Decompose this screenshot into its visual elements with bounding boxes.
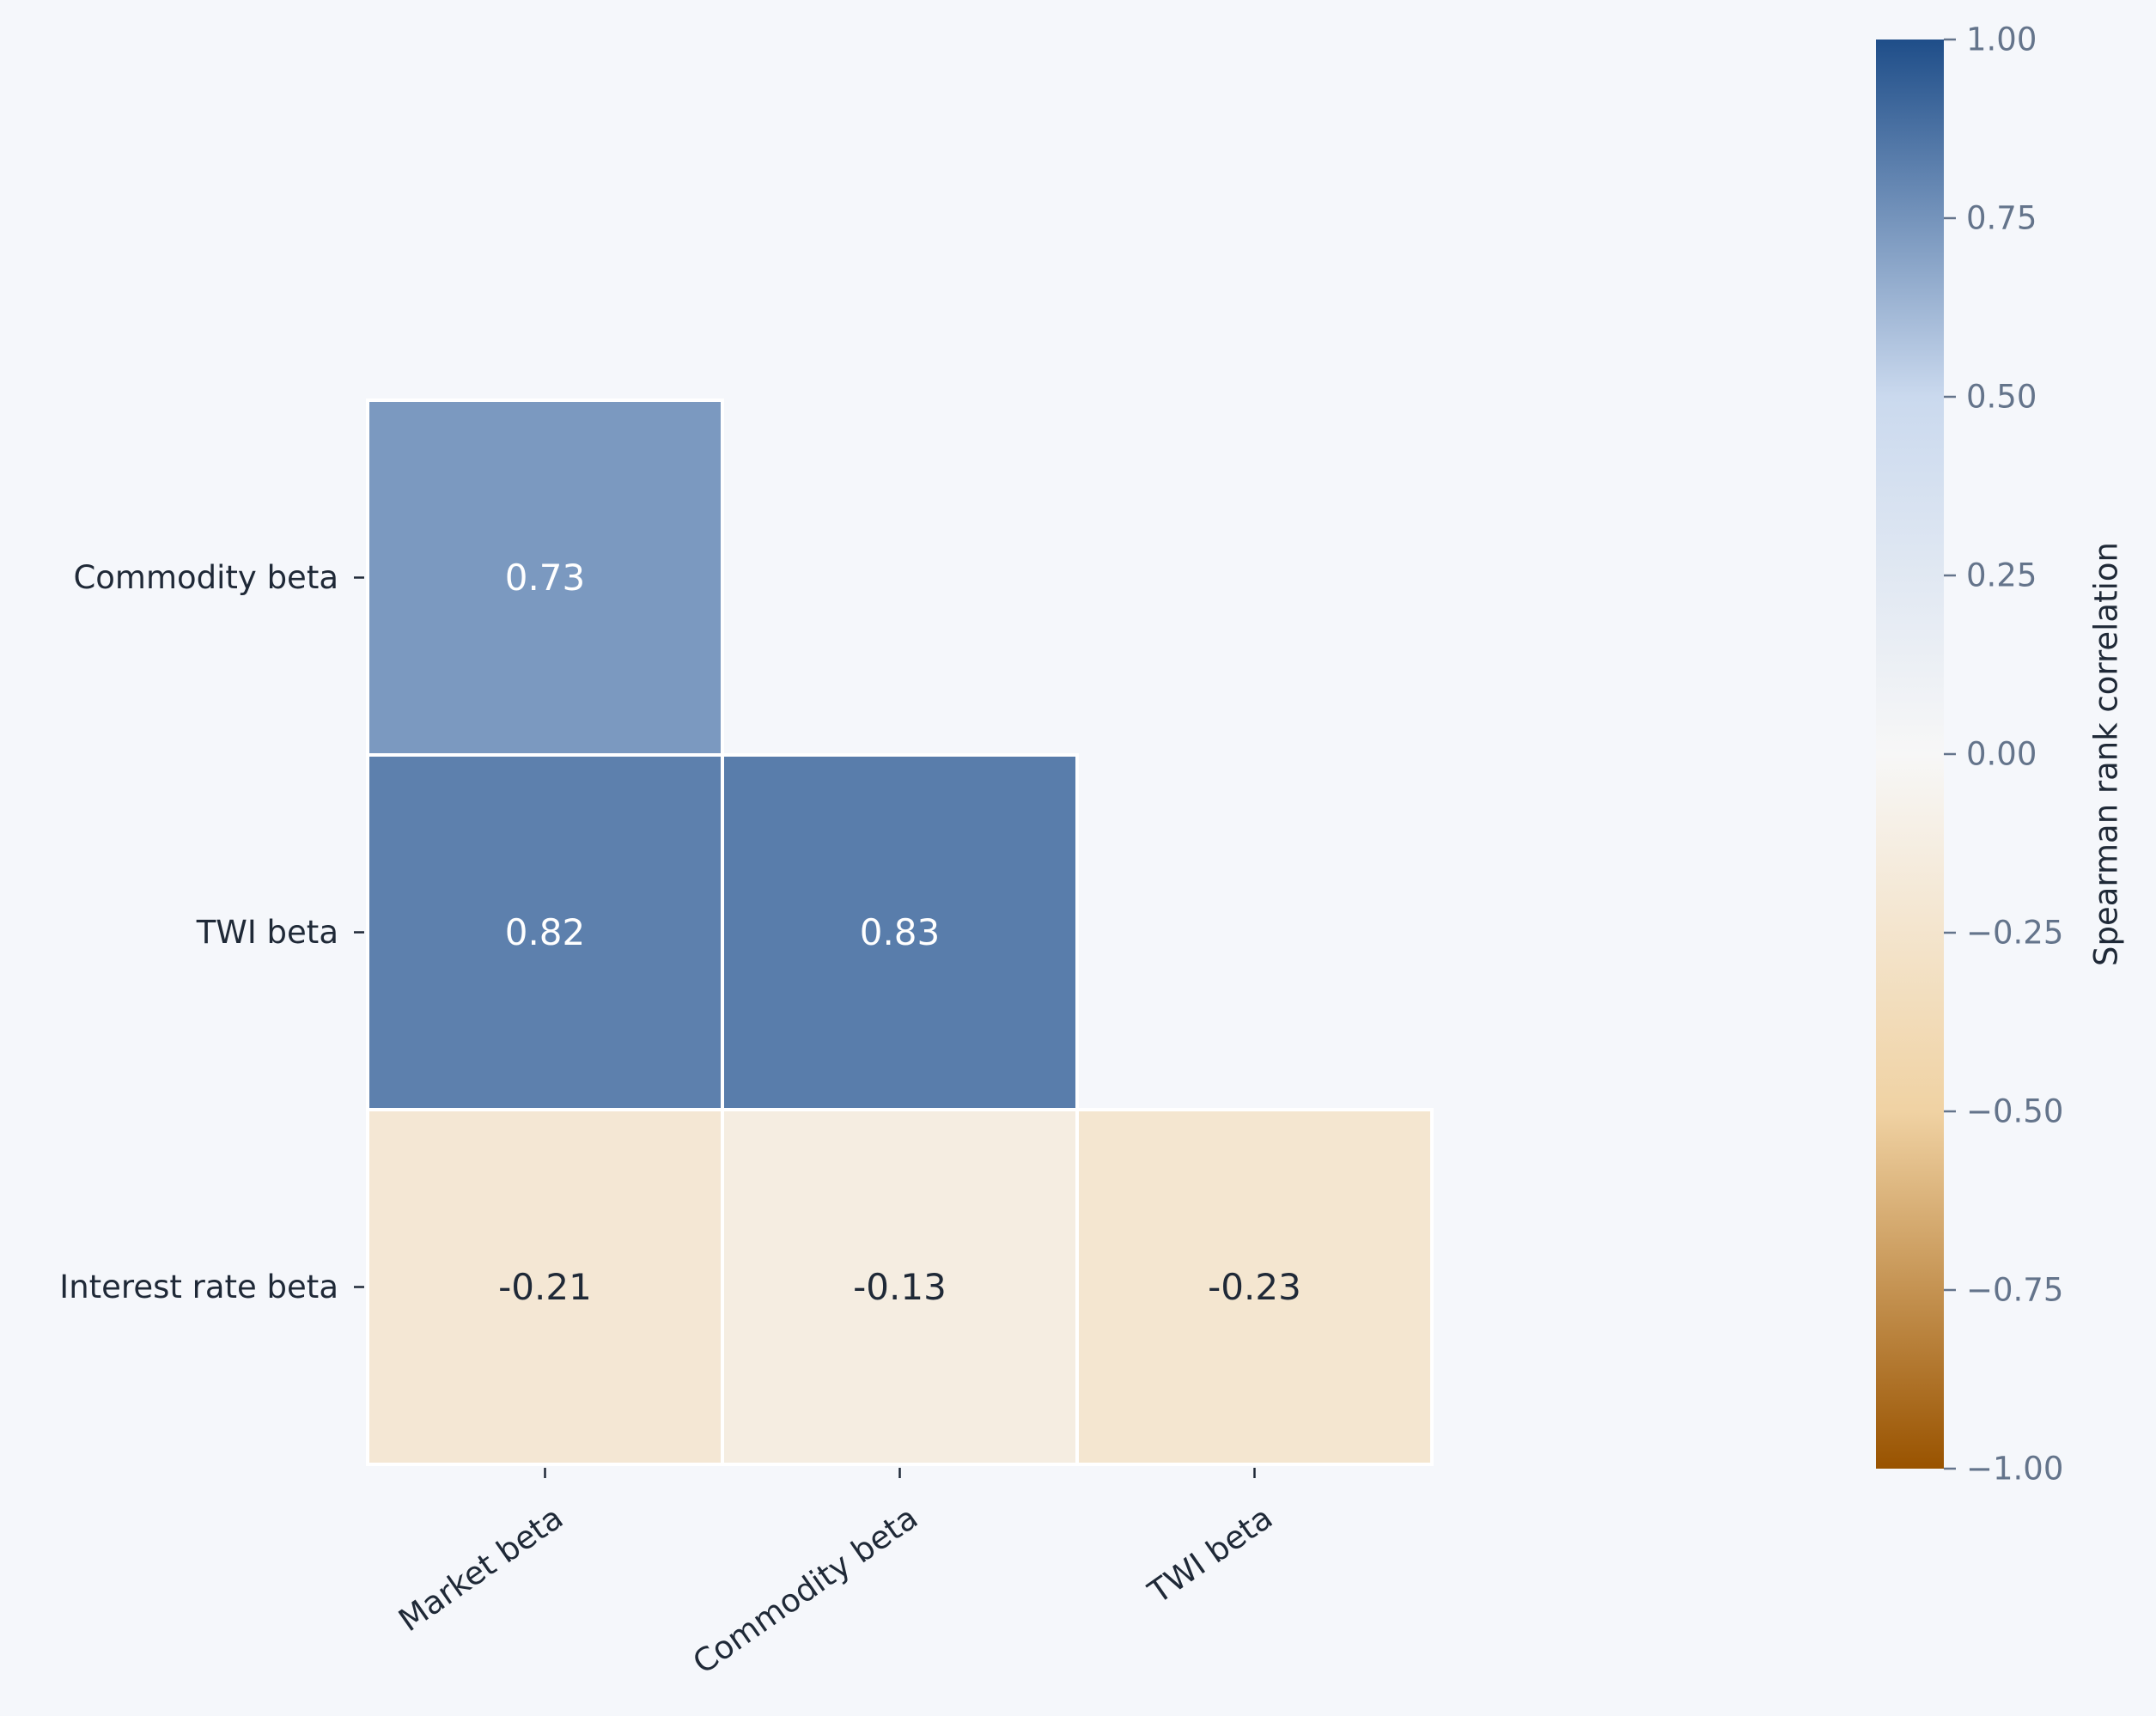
x-axis-labels: Market beta Commodity beta TWI beta bbox=[392, 1468, 1279, 1682]
y-axis-labels: Commodity beta TWI beta Interest rate beta bbox=[59, 559, 364, 1305]
cell-value-label: 0.73 bbox=[505, 557, 586, 599]
heatmap-cell bbox=[366, 399, 724, 757]
colorbar-gradient bbox=[1876, 40, 1944, 1469]
heatmap-cell bbox=[1075, 1108, 1434, 1466]
cell-value-label: -0.21 bbox=[498, 1266, 592, 1308]
colorbar-tick-label: 0.25 bbox=[1966, 557, 2037, 594]
y-tick-label: Interest rate beta bbox=[59, 1269, 338, 1305]
colorbar: 1.00 0.75 0.50 0.25 0.00 −0.25 −0.50 −0.75 −1.00… bbox=[1876, 21, 2125, 1488]
colorbar-tick-label: −1.00 bbox=[1966, 1451, 2063, 1488]
colorbar-ticks: 1.00 0.75 0.50 0.25 0.00 −0.25 −0.50 −0.75 −1.00 bbox=[1944, 21, 2063, 1488]
heatmap-cell bbox=[366, 753, 724, 1111]
x-tick-label: TWI beta bbox=[1141, 1499, 1279, 1611]
colorbar-tick-label: 1.00 bbox=[1966, 21, 2037, 58]
colorbar-label: Spearman rank correlation bbox=[2088, 542, 2125, 966]
colorbar-tick-label: 0.75 bbox=[1966, 200, 2037, 237]
y-tick-label: Commodity beta bbox=[73, 559, 338, 596]
colorbar-tick-label: 0.50 bbox=[1966, 379, 2037, 416]
x-tick-label: Commodity beta bbox=[686, 1499, 924, 1681]
colorbar-tick-label: −0.75 bbox=[1966, 1272, 2063, 1309]
heatmap-cells: 0.73 0.82 0.83 -0.21 -0.13 -0.23 bbox=[366, 399, 1434, 1466]
colorbar-tick-label: −0.25 bbox=[1966, 915, 2063, 952]
cell-value-label: 0.83 bbox=[860, 911, 941, 953]
colorbar-tick-label: −0.50 bbox=[1966, 1093, 2063, 1130]
cell-value-label: -0.23 bbox=[1208, 1266, 1301, 1308]
cell-value-label: -0.13 bbox=[853, 1266, 947, 1308]
cell-value-label: 0.82 bbox=[505, 911, 586, 953]
heatmap-cell bbox=[366, 1108, 724, 1466]
x-tick-label: Market beta bbox=[392, 1499, 569, 1639]
colorbar-tick-label: 0.00 bbox=[1966, 736, 2037, 773]
heatmap-cell bbox=[721, 753, 1079, 1111]
heatmap-cell bbox=[721, 1108, 1079, 1466]
y-tick-label: TWI beta bbox=[196, 914, 338, 951]
